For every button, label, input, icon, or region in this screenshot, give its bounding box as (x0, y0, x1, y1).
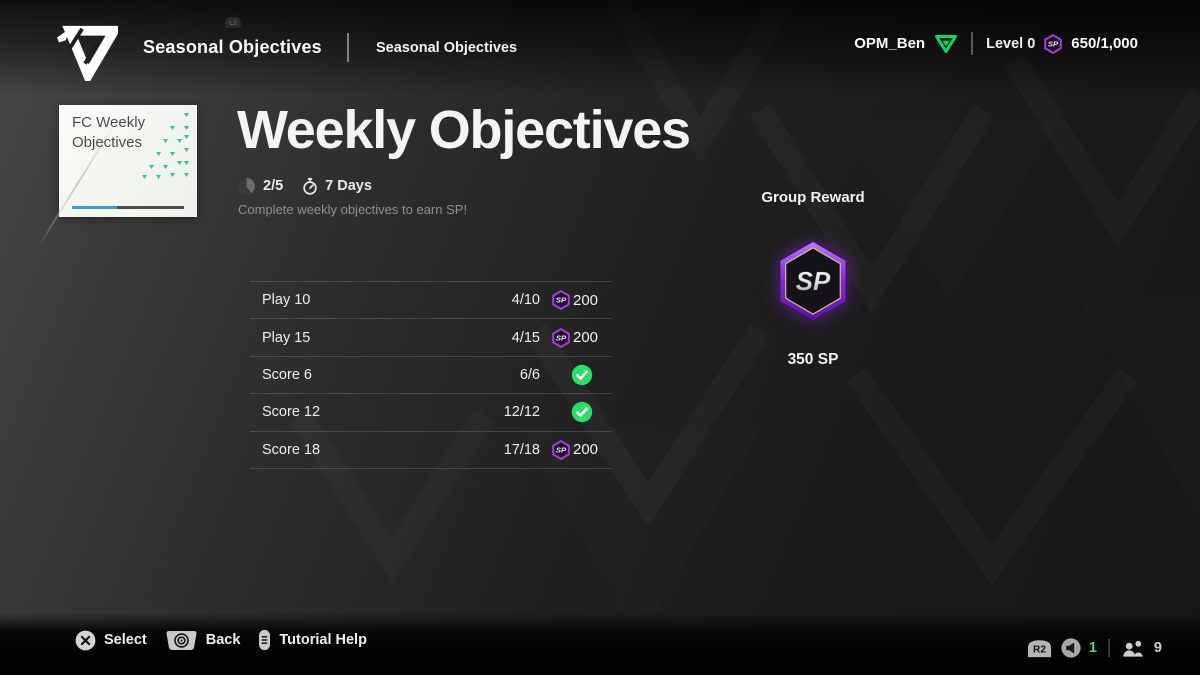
svg-text:L2: L2 (229, 20, 237, 27)
group-reward-panel: Group Reward SP (700, 189, 926, 369)
topbar (0, 0, 1200, 96)
l2-button-icon[interactable]: L2 (224, 15, 242, 29)
user-cluster: OPM_Ben Level 0 SP 650/1,000 (854, 32, 1138, 55)
svg-text:SP: SP (556, 445, 567, 454)
card-title: FC Weekly Objectives (72, 114, 146, 151)
touchpad-icon (258, 629, 271, 651)
voice-chat-count: 1 (1088, 640, 1097, 656)
footer-status: R2 1 9 (1026, 638, 1162, 658)
reward-amount: 200 (573, 441, 599, 459)
sp-icon: SP (1044, 33, 1062, 54)
time-remaining: 7 Days (325, 178, 372, 194)
header-divider (347, 33, 349, 62)
online-count: 9 (1153, 640, 1162, 656)
group-progress-count: 2/5 (263, 178, 284, 194)
sp-icon: SP (552, 439, 570, 460)
reward-amount: 200 (573, 291, 599, 309)
level-label: Level 0 (986, 35, 1036, 52)
footer-bar (0, 613, 1200, 675)
objectives-list: Play 10 4/10 SP 200 Play 15 4/15 (250, 281, 612, 469)
username: OPM_Ben (854, 35, 926, 52)
tutorial-help-label: Tutorial Help (279, 632, 367, 648)
objective-label: Play 10 (262, 292, 311, 309)
svg-text:SP: SP (796, 268, 831, 296)
circle-button-icon (165, 630, 198, 651)
svg-text:R2: R2 (1033, 644, 1046, 655)
objective-progress: 17/18 (503, 441, 540, 458)
card-triangle-dots (142, 113, 189, 179)
svg-text:SP: SP (556, 296, 567, 305)
objective-row[interactable]: Score 12 12/12 (250, 393, 612, 430)
x-button-icon (75, 630, 96, 651)
objective-label: Score 18 (262, 441, 321, 458)
reward-amount: 200 (573, 329, 599, 347)
card-progress-fill (72, 206, 117, 209)
page-header-title: Seasonal Objectives (143, 37, 322, 57)
page-description: Complete weekly objectives to earn SP! (238, 202, 468, 217)
group-reward-amount: 350 SP (787, 351, 839, 368)
breadcrumb: Seasonal Objectives (376, 40, 518, 56)
footer-prompts: Select Back Tuto (75, 629, 367, 651)
weekly-objectives-card[interactable]: FC Weekly Objectives (37, 105, 197, 247)
objective-progress: 6/6 (519, 366, 540, 383)
group-reward-title: Group Reward (761, 189, 865, 206)
sp-icon: SP (552, 290, 570, 311)
profile-triangle-icon (934, 34, 958, 54)
objective-label: Score 6 (262, 366, 312, 383)
objective-row[interactable]: Play 15 4/15 SP 200 (250, 318, 612, 355)
objective-label: Score 12 (262, 404, 321, 421)
players-icon (1121, 639, 1146, 658)
check-icon (571, 401, 593, 423)
svg-text:SP: SP (556, 333, 567, 342)
r2-button-icon[interactable]: R2 (1026, 638, 1053, 658)
sp-badge-icon: SP (700, 239, 926, 323)
select-label: Select (104, 632, 147, 648)
card-progress-bar (72, 206, 184, 209)
back-label: Back (205, 632, 241, 648)
objective-label: Play 15 (262, 329, 311, 346)
fc-logo-icon (56, 23, 123, 87)
sp-balance: 650/1,000 (1071, 35, 1138, 52)
objective-row[interactable]: Score 6 6/6 (250, 355, 612, 393)
objective-progress: 4/15 (511, 329, 540, 346)
objective-row[interactable]: Score 18 17/18 SP 200 (250, 430, 612, 468)
user-divider (971, 32, 974, 55)
speaker-icon[interactable] (1061, 638, 1081, 658)
timer-icon (302, 177, 318, 195)
svg-text:SP: SP (1048, 39, 1059, 48)
objective-progress: 4/10 (511, 292, 540, 309)
group-progress-circle-icon (238, 177, 255, 195)
objective-row[interactable]: Play 10 4/10 SP 200 (250, 281, 612, 318)
objective-progress: 12/12 (503, 404, 540, 421)
check-icon (571, 364, 593, 386)
back-button[interactable]: Back (165, 630, 241, 651)
objectives-meta: 2/5 7 Days (238, 177, 372, 195)
tutorial-help-button[interactable]: Tutorial Help (258, 629, 367, 651)
sp-icon: SP (552, 327, 570, 348)
footer-divider (1107, 639, 1110, 657)
select-button[interactable]: Select (75, 630, 147, 651)
page-title: Weekly Objectives (237, 100, 691, 160)
